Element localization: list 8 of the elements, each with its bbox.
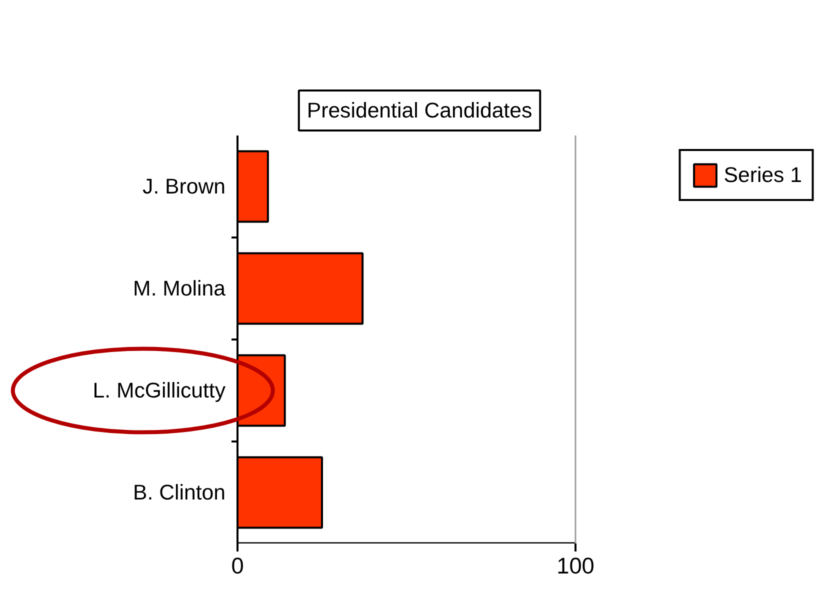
y-tick-label: M. Molina <box>133 276 226 300</box>
y-tick-label: B. Clinton <box>133 480 226 504</box>
legend-label: Series 1 <box>724 162 802 188</box>
y-tick-label: L. McGillicutty <box>92 378 226 402</box>
chart-title: Presidential Candidates <box>306 98 532 122</box>
x-tick-label: 100 <box>556 552 594 578</box>
y-tick-label: J. Brown <box>142 174 226 198</box>
x-tick-label: 0 <box>231 552 244 578</box>
